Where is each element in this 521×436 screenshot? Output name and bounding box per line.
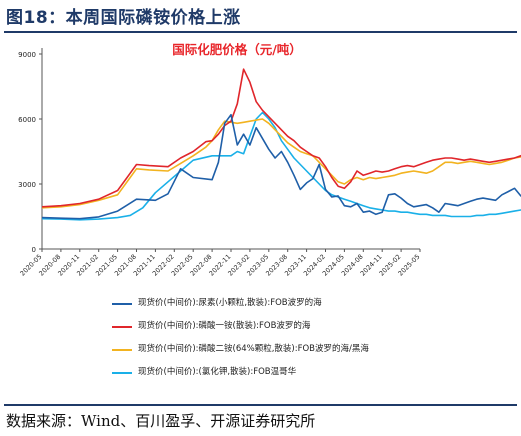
- legend-label-urea: 现货价(中间价):尿素(小颗粒,散装):FOB波罗的海: [138, 298, 322, 308]
- legend-item-urea: 现货价(中间价):尿素(小颗粒,散装):FOB波罗的海: [112, 297, 512, 316]
- y-tick-label: 0: [32, 246, 36, 254]
- bottom-rule: [4, 404, 517, 406]
- figure-title: 图18：本周国际磷铵价格上涨: [6, 8, 241, 28]
- legend-item-dap: 现货价(中间价):磷酸二铵(64%颗粒,散装):FOB波罗的海/黑海: [112, 343, 512, 362]
- series-line-potash: [41, 111, 521, 221]
- legend-swatch-urea: [112, 303, 132, 305]
- axes: 03000600090002020-052020-082020-112021-0…: [18, 48, 421, 278]
- series-line-dap: [41, 118, 521, 209]
- legend-swatch-map: [112, 326, 132, 328]
- legend-label-dap: 现货价(中间价):磷酸二铵(64%颗粒,散装):FOB波罗的海/黑海: [138, 344, 369, 354]
- chart-title: 国际化肥价格（元/吨）: [172, 42, 302, 57]
- y-tick-label: 9000: [18, 51, 36, 59]
- legend: 现货价(中间价):尿素(小颗粒,散装):FOB波罗的海 现货价(中间价):磷酸一…: [112, 297, 512, 389]
- legend-label-potash: 现货价(中间价):(氯化钾,散装):FOB温哥华: [138, 367, 297, 377]
- data-source: 数据来源：Wind、百川盈孚、开源证券研究所: [6, 412, 316, 430]
- legend-swatch-potash: [112, 372, 132, 374]
- series-line-map: [41, 68, 521, 208]
- y-tick-label: 3000: [18, 181, 36, 189]
- legend-item-potash: 现货价(中间价):(氯化钾,散装):FOB温哥华: [112, 366, 512, 385]
- top-rule: [4, 31, 517, 33]
- y-tick-label: 6000: [18, 116, 36, 124]
- series-layer: [41, 68, 521, 221]
- legend-label-map: 现货价(中间价):磷酸一铵(散装):FOB波罗的海: [138, 321, 311, 331]
- line-chart: 国际化肥价格（元/吨） 03000600090002020-052020-082…: [18, 42, 521, 278]
- series-line-urea: [41, 113, 521, 220]
- legend-swatch-dap: [112, 349, 132, 351]
- legend-item-map: 现货价(中间价):磷酸一铵(散装):FOB波罗的海: [112, 320, 512, 339]
